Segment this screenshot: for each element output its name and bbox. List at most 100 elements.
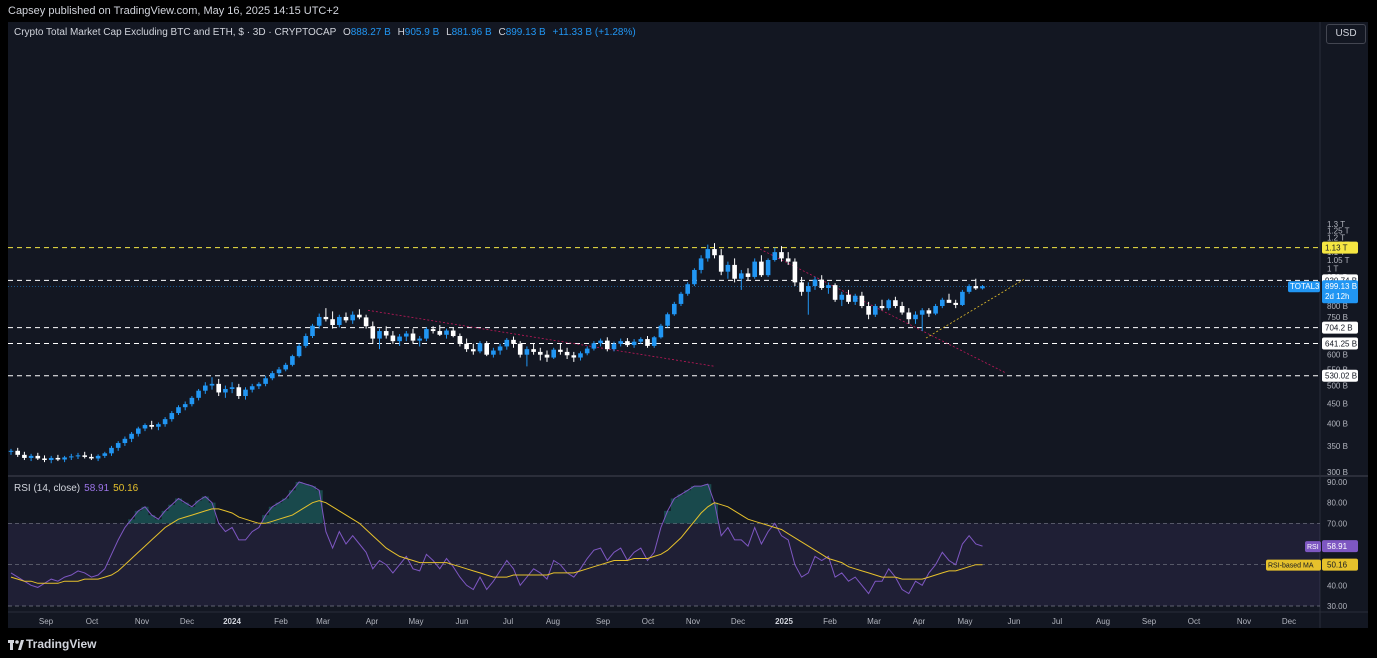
candle-body <box>383 331 389 336</box>
candle-body <box>960 291 965 305</box>
candle-body <box>879 306 885 309</box>
time-tick-label: Nov <box>135 617 149 626</box>
publisher-text: Capsey published on TradingView.com, May… <box>8 5 339 17</box>
candle-body <box>698 258 704 270</box>
candle-body <box>940 299 945 307</box>
candle-body <box>249 386 255 390</box>
candle-body <box>209 383 215 386</box>
candle-body <box>243 389 248 397</box>
price-tick-label: 300 B <box>1327 468 1348 477</box>
candle-body <box>82 455 87 457</box>
candle-body <box>772 252 778 260</box>
close-value: 899.13 B <box>505 27 546 38</box>
candle-body <box>564 351 570 356</box>
candle-body <box>846 294 851 302</box>
rsi-overbought-fill <box>128 482 718 524</box>
footer: TradingView <box>0 632 1377 658</box>
candle-body <box>638 339 644 342</box>
candle-body <box>745 273 751 277</box>
last-price-box <box>1322 280 1358 304</box>
close-label: C <box>498 27 506 38</box>
price-tick-label: 1.05 T <box>1327 256 1350 265</box>
time-tick-label: May <box>408 617 423 626</box>
rsi-tick-label: 70.00 <box>1327 519 1348 528</box>
candle-body <box>136 428 141 434</box>
level-label: 530.02 B <box>1325 372 1357 381</box>
candle-body <box>712 249 717 256</box>
candle-body <box>544 354 550 358</box>
candle-body <box>176 407 181 414</box>
time-tick-label: 2025 <box>775 617 793 626</box>
candle-body <box>316 316 322 326</box>
high-value: 905.9 B <box>404 27 440 38</box>
low-label: L <box>446 27 452 38</box>
candle-body <box>873 306 878 315</box>
candle-body <box>437 331 443 335</box>
rsi-name-tag: RSI <box>1307 544 1319 551</box>
candle-body <box>397 336 402 342</box>
candle-body <box>464 343 469 350</box>
candle-body <box>584 348 590 354</box>
candle-body <box>55 457 61 460</box>
candle-body <box>859 295 865 307</box>
currency-button[interactable]: USD <box>1326 24 1366 44</box>
candle-body <box>946 299 952 303</box>
time-tick-label: Jun <box>1008 617 1021 626</box>
price-tick-label: 1.3 T <box>1327 220 1345 229</box>
price-tick-label: 500 B <box>1327 382 1348 391</box>
candle-body <box>491 350 496 355</box>
rsi-tick-label: 90.00 <box>1327 478 1348 487</box>
time-tick-label: Sep <box>39 617 54 626</box>
time-tick-label: Mar <box>316 617 330 626</box>
candle-body <box>357 314 362 318</box>
candle-body <box>524 349 530 355</box>
candle-body <box>424 329 429 339</box>
chart-frame[interactable] <box>8 22 1368 628</box>
candle-body <box>785 258 791 262</box>
time-tick-label: Jun <box>456 617 469 626</box>
candle-body <box>42 458 47 461</box>
rsi-title: RSI (14, close) <box>14 483 81 494</box>
countdown-label: 2d 12h <box>1325 292 1349 301</box>
time-tick-label: Oct <box>86 617 99 626</box>
level-label: 704.2 B <box>1325 324 1353 333</box>
time-tick-label: 2024 <box>223 617 241 626</box>
price-tick-label: 1 T <box>1327 264 1339 273</box>
candle-body <box>598 340 603 344</box>
candle-body <box>457 336 463 344</box>
time-tick-label: Sep <box>1142 617 1157 626</box>
rsi-name-box <box>1305 541 1321 553</box>
rsi-ma-legend-value: 50.16 <box>113 483 139 494</box>
candle-body <box>129 433 134 439</box>
rsi-ma-name-tag: RSI-based MA <box>1268 563 1314 570</box>
candle-body <box>893 300 898 307</box>
candle-body <box>852 295 858 302</box>
candle-body <box>223 388 228 393</box>
candle-body <box>109 447 114 454</box>
time-tick-label: Aug <box>1096 617 1110 626</box>
candle-body <box>48 457 54 461</box>
candle-body <box>122 438 128 444</box>
candle-body <box>752 261 757 277</box>
low-value: 881.96 B <box>451 27 492 38</box>
tradingview-logo-icon <box>8 640 24 650</box>
candle-body <box>651 337 657 346</box>
price-tick-label: 1.25 T <box>1327 226 1350 235</box>
candle-body <box>484 343 489 355</box>
last-price-label: 899.13 B <box>1325 282 1357 291</box>
candle-body <box>343 316 349 321</box>
time-tick-label: Oct <box>1188 617 1201 626</box>
footer-brand: TradingView <box>26 637 97 651</box>
symbol-tag-box <box>1288 281 1320 293</box>
time-tick-label: Mar <box>867 617 881 626</box>
candle-body <box>404 333 409 337</box>
time-tick-label: Dec <box>180 617 194 626</box>
candle-body <box>631 341 637 346</box>
candle-body <box>196 390 201 398</box>
candle-body <box>538 351 543 355</box>
candle-body <box>504 339 510 347</box>
candle-body <box>645 339 650 346</box>
candle-body <box>471 349 476 352</box>
candle-body <box>377 331 382 339</box>
